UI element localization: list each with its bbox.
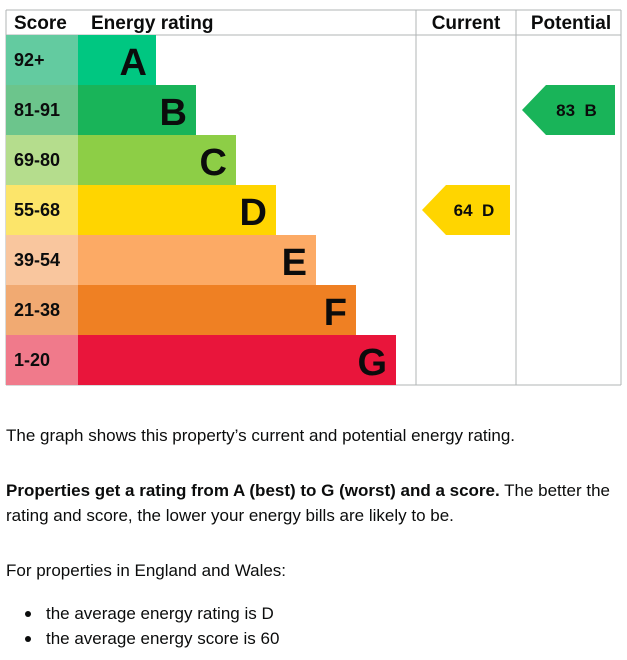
score-cell-d xyxy=(6,185,78,235)
current-pointer-label: 64 D xyxy=(454,201,495,220)
band-bar-e xyxy=(78,235,316,285)
rating-explanation-rest: The better the rating and score, the low… xyxy=(6,481,610,525)
score-label-g: 1-20 xyxy=(14,350,50,370)
band-letter-e: E xyxy=(282,242,307,284)
rating-pointers: 64 D 83 B xyxy=(422,85,615,235)
current-pointer xyxy=(422,185,510,235)
band-bar-c xyxy=(78,135,236,185)
band-letter-g: G xyxy=(357,342,387,384)
band-bar-d xyxy=(78,185,276,235)
score-cell-f xyxy=(6,285,78,335)
band-bar-b xyxy=(78,85,196,135)
rating-bands: 92+ A 81-91 B 69-80 C 55-68 D 39-54 E 21-38 F 1-20 G xyxy=(6,35,396,385)
header-energy-rating: Energy rating xyxy=(91,13,213,34)
list-item: the average energy rating is D xyxy=(24,601,279,626)
energy-rating-chart: Score Energy rating Current Potential 92… xyxy=(5,9,622,386)
band-letter-f: F xyxy=(324,292,347,334)
score-cell-b xyxy=(6,85,78,135)
score-cell-e xyxy=(6,235,78,285)
header-current: Current xyxy=(432,13,501,34)
score-label-a: 92+ xyxy=(14,50,45,70)
band-bar-g xyxy=(78,335,396,385)
score-cell-a xyxy=(6,35,78,85)
score-label-d: 55-68 xyxy=(14,200,60,220)
score-cell-g xyxy=(6,335,78,385)
band-letter-c: C xyxy=(200,142,227,184)
rating-explanation: Properties get a rating from A (best) to… xyxy=(6,478,621,528)
score-label-e: 39-54 xyxy=(14,250,60,270)
region-text: For properties in England and Wales: xyxy=(6,561,287,580)
band-bar-a xyxy=(78,35,156,85)
header-potential: Potential xyxy=(531,13,611,34)
intro-text: The graph shows this property’s current … xyxy=(6,426,516,445)
band-letter-b: B xyxy=(160,92,187,134)
header-score: Score xyxy=(14,13,67,34)
score-label-c: 69-80 xyxy=(14,150,60,170)
score-label-b: 81-91 xyxy=(14,100,60,120)
rating-explanation-bold: Properties get a rating from A (best) to… xyxy=(6,481,500,500)
band-letter-a: A xyxy=(120,42,147,84)
potential-pointer xyxy=(522,85,615,135)
average-list: the average energy rating is D the avera… xyxy=(6,601,279,651)
band-bar-f xyxy=(78,285,356,335)
potential-pointer-label: 83 B xyxy=(556,101,597,120)
list-item: the average energy score is 60 xyxy=(24,626,279,651)
band-letter-d: D xyxy=(240,192,267,234)
score-cell-c xyxy=(6,135,78,185)
score-label-f: 21-38 xyxy=(14,300,60,320)
